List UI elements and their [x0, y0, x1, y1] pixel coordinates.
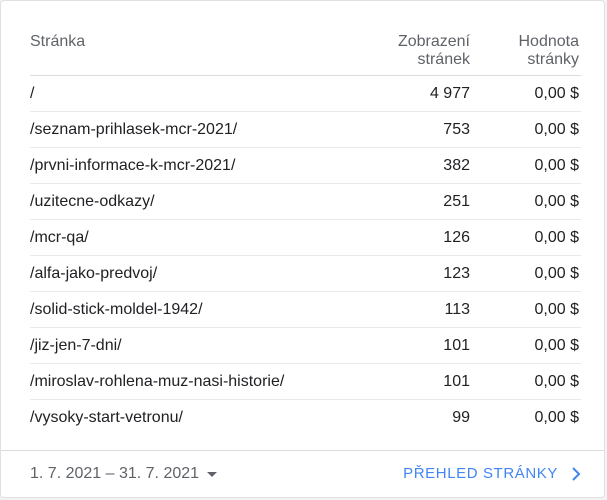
- page-value-cell: 0,00 $: [534, 85, 579, 102]
- page-path-cell: /seznam-prihlasek-mcr-2021/: [30, 121, 238, 138]
- table-row[interactable]: /uzitecne-odkazy/251 0,00 $: [30, 184, 581, 220]
- column-header-page[interactable]: Stránka: [30, 33, 86, 50]
- column-header-value-line1: Hodnota: [518, 33, 580, 50]
- pageviews-cell: 123: [443, 265, 470, 282]
- date-range-selector[interactable]: 1. 7. 2021 – 31. 7. 2021: [30, 465, 218, 483]
- table-row[interactable]: /seznam-prihlasek-mcr-2021/753 0,00 $: [30, 112, 581, 148]
- page-value-cell: 0,00 $: [534, 301, 579, 318]
- pageviews-cell: 382: [443, 157, 470, 174]
- column-header-views-line2: stránek: [417, 51, 470, 68]
- pages-table: Stránka Zobrazení stránek Hodnota stránk…: [30, 29, 581, 435]
- table-row[interactable]: /prvni-informace-k-mcr-2021/382 0,00 $: [30, 148, 581, 184]
- table-row[interactable]: /jiz-jen-7-dni/101 0,00 $: [30, 328, 581, 364]
- pageviews-cell: 4 977: [429, 85, 470, 102]
- caret-down-icon: [207, 471, 218, 477]
- page-path-cell: /mcr-qa/: [30, 229, 89, 246]
- table-row[interactable]: /mcr-qa/126 0,00 $: [30, 220, 581, 256]
- table-row[interactable]: /solid-stick-moldel-1942/113 0,00 $: [30, 292, 581, 328]
- pageviews-cell: 101: [443, 337, 470, 354]
- page-value-cell: 0,00 $: [534, 337, 579, 354]
- pageviews-cell: 251: [443, 193, 470, 210]
- column-header-value-line2: stránky: [527, 51, 579, 68]
- page-value-cell: 0,00 $: [534, 193, 579, 210]
- footer-divider: [1, 450, 604, 451]
- page-path-cell: /jiz-jen-7-dni/: [30, 337, 122, 354]
- page-value-cell: 0,00 $: [534, 265, 579, 282]
- pageviews-cell: 101: [443, 373, 470, 390]
- date-range-label: 1. 7. 2021 – 31. 7. 2021: [30, 465, 200, 482]
- pages-overview-link[interactable]: PŘEHLED STRÁNKY: [403, 465, 582, 482]
- table-header: Stránka Zobrazení stránek Hodnota stránk…: [30, 29, 581, 76]
- page-path-cell: /: [30, 85, 35, 102]
- column-header-views-line1: Zobrazení: [397, 33, 470, 50]
- page-path-cell: /alfa-jako-predvoj/: [30, 265, 158, 282]
- page-path-cell: /prvni-informace-k-mcr-2021/: [30, 157, 236, 174]
- page-path-cell: /miroslav-rohlena-muz-nasi-historie/: [30, 373, 285, 390]
- table-body: /4 977 0,00 $/seznam-prihlasek-mcr-2021/7…: [30, 76, 581, 435]
- table-row[interactable]: / 4 977 0,00 $: [30, 76, 581, 112]
- page-value-cell: 0,00 $: [534, 229, 579, 246]
- page-value-cell: 0,00 $: [534, 409, 579, 426]
- page-path-cell: /vysoky-start-vetronu/: [30, 409, 183, 426]
- page-value-cell: 0,00 $: [534, 157, 579, 174]
- page-value-cell: 0,00 $: [534, 121, 579, 138]
- pages-overview-label: PŘEHLED STRÁNKY: [403, 465, 558, 482]
- pageviews-cell: 753: [443, 121, 470, 138]
- table-row[interactable]: /vysoky-start-vetronu/99 0,00 $: [30, 400, 581, 435]
- table-row[interactable]: /miroslav-rohlena-muz-nasi-historie/101 0…: [30, 364, 581, 400]
- table-row[interactable]: /alfa-jako-predvoj/123 0,00 $: [30, 256, 581, 292]
- page-value-cell: 0,00 $: [534, 373, 579, 390]
- page-path-cell: /uzitecne-odkazy/: [30, 193, 155, 210]
- pageviews-cell: 99: [452, 409, 470, 426]
- chevron-right-icon: [572, 466, 581, 481]
- column-header-value[interactable]: Hodnota stránky: [519, 33, 580, 69]
- pageviews-cell: 113: [444, 301, 470, 318]
- column-header-views[interactable]: Zobrazení stránek: [398, 33, 470, 69]
- page-path-cell: /solid-stick-moldel-1942/: [30, 301, 203, 318]
- pageviews-cell: 126: [443, 229, 470, 246]
